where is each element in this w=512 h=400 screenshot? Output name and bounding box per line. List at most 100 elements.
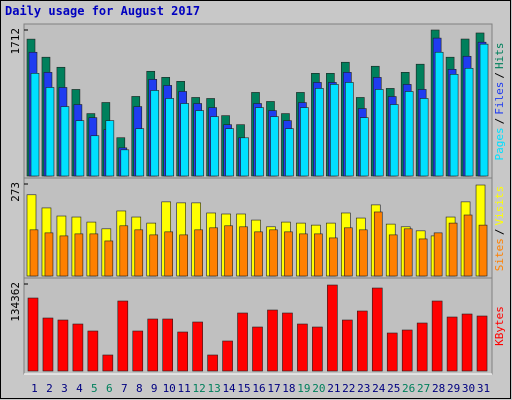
bar (89, 233, 99, 277)
bar (300, 107, 309, 177)
x-tick-label: 27 (417, 382, 430, 395)
bar (29, 229, 39, 277)
bar (72, 323, 84, 372)
bar (401, 329, 413, 372)
bar (27, 297, 39, 372)
legend-separator: / (493, 118, 506, 125)
x-tick-label: 8 (136, 382, 143, 395)
bar (345, 82, 354, 177)
bar (30, 73, 40, 177)
bar (356, 310, 368, 372)
bar (135, 128, 145, 177)
bar (255, 107, 264, 177)
bar (478, 224, 488, 277)
x-tick-label: 25 (387, 382, 400, 395)
x-tick-label: 31 (477, 382, 490, 395)
bar (44, 232, 54, 277)
bar (57, 319, 69, 372)
x-tick-label: 12 (193, 382, 206, 395)
bar (312, 326, 323, 372)
x-tick-label: 7 (121, 382, 128, 395)
bar (476, 315, 488, 372)
bar (448, 222, 458, 277)
bar (90, 135, 100, 177)
bar (74, 233, 84, 277)
bar (431, 300, 443, 372)
bar (299, 233, 308, 277)
bar (45, 87, 55, 177)
bar (162, 318, 174, 372)
x-tick-label: 2 (46, 382, 53, 395)
bar (464, 67, 474, 177)
bar (479, 43, 489, 177)
bar (269, 229, 278, 277)
legend-entry: Hits (493, 43, 506, 70)
bar (386, 332, 398, 372)
bar (194, 229, 203, 277)
legend: KBytes (493, 306, 506, 346)
x-tick-label: 24 (372, 382, 386, 395)
bar (284, 231, 293, 277)
bar (210, 116, 219, 177)
bar (164, 231, 174, 277)
x-tick-label: 17 (267, 382, 280, 395)
bar (42, 317, 54, 372)
bar (117, 300, 129, 372)
bar (267, 309, 278, 372)
bar (419, 98, 429, 177)
x-tick-label: 28 (432, 382, 445, 395)
y-tick-label: 273 (9, 182, 22, 202)
y-tick-label: 134362 (9, 282, 22, 322)
bar (87, 330, 99, 372)
bar (330, 84, 339, 177)
bar (75, 120, 85, 177)
x-tick-label: 3 (61, 382, 68, 395)
bar (329, 237, 338, 277)
bar (461, 313, 473, 372)
bar (120, 149, 130, 177)
legend-entry: Visits (493, 186, 506, 226)
bar (285, 128, 294, 177)
bar (344, 227, 353, 277)
bar (150, 90, 160, 177)
bar (147, 318, 159, 372)
bar (270, 116, 279, 177)
x-tick-label: 11 (178, 382, 191, 395)
y-tick-label: 1712 (9, 28, 22, 55)
bar (59, 235, 69, 277)
bar (374, 89, 384, 177)
bar (297, 323, 308, 372)
bar (237, 312, 248, 372)
x-tick-label: 23 (357, 382, 370, 395)
x-tick-label: 26 (402, 382, 415, 395)
bar (371, 287, 383, 372)
x-tick-label: 16 (252, 382, 265, 395)
bar (416, 322, 428, 372)
x-tick-label: 1 (31, 382, 38, 395)
bar (389, 104, 399, 177)
bar (327, 284, 338, 372)
bar (179, 234, 188, 277)
legend-separator: / (493, 72, 506, 79)
bar (105, 120, 115, 177)
bar (195, 110, 204, 177)
x-tick-label: 4 (76, 382, 83, 395)
bar (180, 103, 189, 177)
bar (165, 98, 175, 177)
bar (207, 354, 218, 372)
x-tick-label: 19 (297, 382, 310, 395)
x-tick-label: 6 (106, 382, 113, 395)
bar (342, 319, 353, 372)
bar (134, 229, 144, 277)
x-tick-label: 13 (207, 382, 220, 395)
bar (149, 234, 159, 277)
bar (463, 214, 473, 277)
x-tick-label: 15 (237, 382, 250, 395)
bar (388, 234, 398, 277)
bar (60, 106, 70, 177)
legend: Pages / Files / Hits (493, 43, 506, 161)
bar (102, 354, 114, 372)
legend-entry: Pages (493, 127, 506, 160)
